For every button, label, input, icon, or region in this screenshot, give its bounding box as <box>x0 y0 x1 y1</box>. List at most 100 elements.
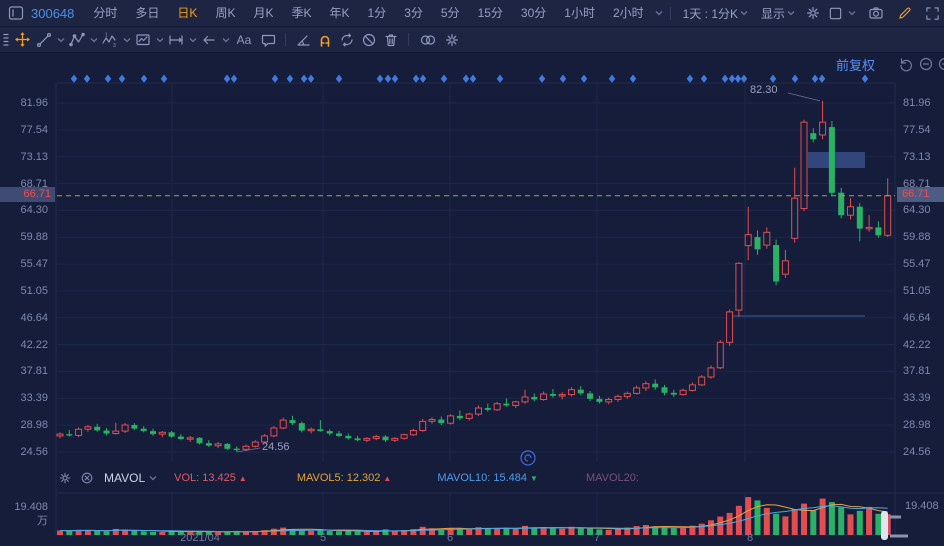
x-axis-label: 2021/04 <box>180 532 220 544</box>
current-price-label-left: 66.71 <box>0 187 55 202</box>
stock-code[interactable]: 300648 <box>31 5 75 21</box>
mavol20-value: MAVOL20: <box>585 472 639 484</box>
magnet-snap-icon[interactable] <box>314 30 336 50</box>
y-axis-label: 24.56 <box>20 446 48 458</box>
watermark-logo-icon <box>520 450 536 466</box>
chevron-down-icon <box>786 8 796 18</box>
candlesticks <box>56 100 892 452</box>
divider <box>669 6 671 20</box>
y-axis-label: 64.30 <box>903 204 931 217</box>
tab-分时[interactable]: 分时 <box>93 6 118 20</box>
chevron-down-icon[interactable] <box>148 473 158 483</box>
y-axis-label: 64.30 <box>20 204 48 217</box>
y-axis-label: 59.88 <box>20 231 48 244</box>
pencil-draw-icon[interactable] <box>893 3 915 23</box>
y-axis-label: 81.96 <box>20 97 48 109</box>
drag-handle-icon[interactable] <box>1 30 11 50</box>
chevron-down-icon[interactable] <box>654 8 664 18</box>
interval-combo[interactable]: 1天 : 1分K <box>683 5 749 22</box>
zoom-out-icon[interactable] <box>918 56 934 72</box>
tab-5分[interactable]: 5分 <box>440 6 460 20</box>
period-low-label: 24.56 <box>262 441 290 453</box>
period-high-label: 82.30 <box>750 84 778 96</box>
trash-icon[interactable] <box>380 30 402 50</box>
y-axis-label: 68.71 <box>20 177 48 190</box>
settings-gear-icon[interactable] <box>802 3 824 23</box>
display-menu[interactable]: 显示 <box>761 5 796 22</box>
polyline-tool-icon[interactable] <box>66 30 88 50</box>
indicator-name[interactable]: MAVOL <box>104 471 146 485</box>
y-axis-label: 77.54 <box>20 123 48 136</box>
period-tabs: 分时 多日 日K 周K 月K 季K 年K 1分 3分 5分 15分 30分 1小时 2小时 <box>84 0 663 26</box>
tab-月K[interactable]: 月K <box>253 6 274 20</box>
chevron-down-icon[interactable] <box>188 35 198 45</box>
volume-indicator-row: MAVOL VOL: 13.425 ▲ MAVOL5: 12.302 ▲ MAV… <box>56 466 639 490</box>
chevron-down-icon[interactable] <box>122 35 132 45</box>
tab-15分[interactable]: 15分 <box>477 6 503 20</box>
vol-value: VOL: 13.425 <box>174 472 236 484</box>
chevron-down-icon[interactable] <box>155 35 165 45</box>
interval-combo-label: 1天 : 1分K <box>682 6 739 21</box>
measure-tool-icon[interactable] <box>165 30 187 50</box>
chevron-down-icon[interactable] <box>56 35 66 45</box>
adjust-mode-toggle[interactable]: 前复权 <box>836 58 876 73</box>
down-triangle-icon: ▼ <box>530 473 538 483</box>
continuous-draw-icon[interactable] <box>336 30 358 50</box>
arrow-tool-icon[interactable] <box>198 30 220 50</box>
text-tool-icon[interactable]: Aa <box>236 32 252 47</box>
y-axis-label: 37.81 <box>903 365 931 378</box>
mavol5-line <box>59 503 888 533</box>
chevron-down-icon[interactable] <box>847 8 857 18</box>
draw-settings-gear-icon[interactable] <box>441 30 463 50</box>
tab-30分[interactable]: 30分 <box>520 6 547 20</box>
tab-2小时[interactable]: 2小时 <box>612 6 644 20</box>
event-markers <box>70 74 869 83</box>
x-axis-label: 7 <box>593 532 601 544</box>
y-axis-label: 59.88 <box>903 231 931 244</box>
y-axis-label: 55.47 <box>903 258 931 271</box>
comment-bubble-tool-icon[interactable] <box>257 30 279 50</box>
y-axis-label: 55.47 <box>20 258 48 271</box>
chevron-down-icon <box>739 8 749 18</box>
chevron-down-icon[interactable] <box>89 35 99 45</box>
tab-3分[interactable]: 3分 <box>404 6 423 20</box>
tab-季K[interactable]: 季K <box>291 6 312 20</box>
current-price-label-right: 66.71 <box>897 187 944 202</box>
drawn-box-annotation <box>808 152 865 168</box>
trend-line-tool-icon[interactable] <box>33 30 55 50</box>
chevron-down-icon[interactable] <box>221 35 231 45</box>
mavol10-value: MAVOL10: 15.484 <box>437 472 528 484</box>
chart-pattern-tool-icon[interactable] <box>132 30 154 50</box>
undo-icon[interactable] <box>898 56 914 72</box>
tab-周K[interactable]: 周K <box>215 6 236 20</box>
indicator-settings-gear-icon[interactable] <box>56 469 74 487</box>
camera-screenshot-icon[interactable] <box>865 3 887 23</box>
angle-tool-icon[interactable] <box>292 30 314 50</box>
y-axis-label: 46.64 <box>903 311 931 324</box>
tab-年K[interactable]: 年K <box>329 6 350 20</box>
overlay-compare-icon[interactable] <box>415 30 441 50</box>
hide-drawings-icon[interactable] <box>358 30 380 50</box>
tab-多日[interactable]: 多日 <box>135 6 160 20</box>
zoom-in-icon[interactable] <box>937 56 944 72</box>
window-layout-icon[interactable] <box>5 3 27 23</box>
tab-日K[interactable]: 日K <box>177 6 198 20</box>
move-tool-icon[interactable] <box>11 30 33 50</box>
y-axis-label: 77.54 <box>903 123 931 136</box>
divider <box>285 33 286 46</box>
indicator-close-icon[interactable] <box>78 469 96 487</box>
y-axis-label: 33.39 <box>903 392 931 405</box>
y-axis-label: 73.13 <box>20 150 48 163</box>
volume-axis-unit: 万 <box>37 515 48 527</box>
volume-bars <box>57 497 891 535</box>
fullscreen-expand-icon[interactable] <box>921 3 943 23</box>
layout-box-icon[interactable] <box>824 3 846 23</box>
tab-1分[interactable]: 1分 <box>367 6 387 20</box>
y-axis-label: 51.05 <box>903 284 931 297</box>
tab-1小时[interactable]: 1小时 <box>564 6 595 20</box>
y-axis-label: 42.22 <box>903 338 931 351</box>
